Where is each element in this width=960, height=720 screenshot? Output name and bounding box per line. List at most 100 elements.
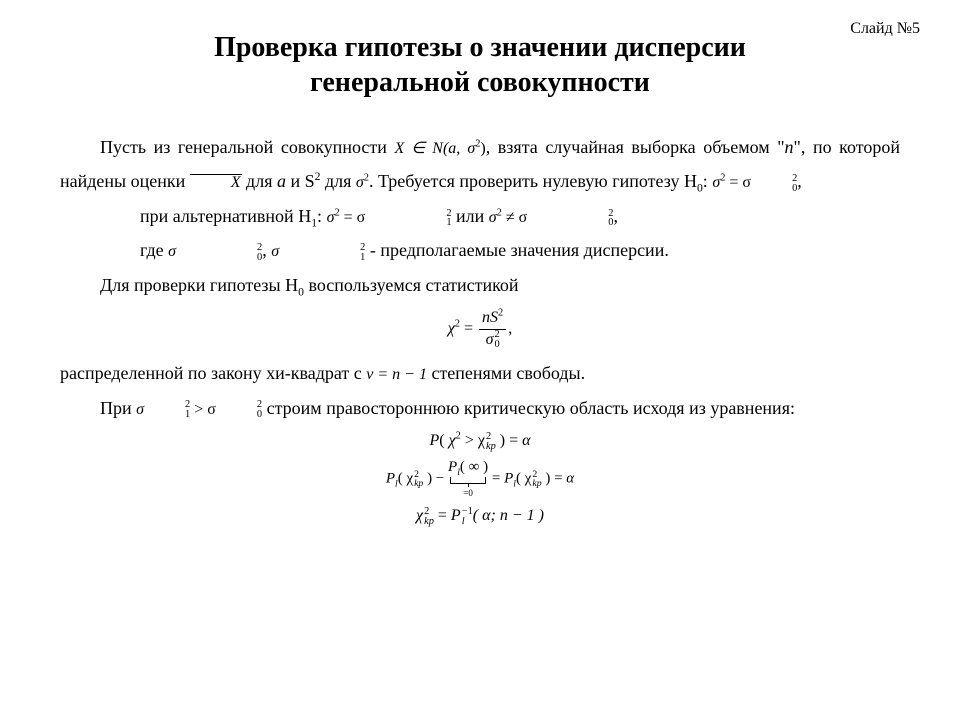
eq3-P: P [451, 507, 461, 524]
alt-comma: , [613, 206, 618, 226]
intro-n: n [785, 137, 794, 157]
critical-region-eq2: Pl( χ2kp ) − Pl( ∞ ) =0 = Pl( χ2kp ) = α [60, 458, 900, 500]
where-s1: σ [168, 243, 176, 260]
chi-num-s: S [490, 309, 498, 326]
eq3-args: ( α; n − 1 ) [473, 507, 544, 524]
chi-fraction: nS2 σ20 [479, 308, 506, 351]
intro-t1: Пусть из генеральной совокупности [100, 137, 394, 157]
eq2-open2: ( χ [516, 470, 531, 486]
eq3-chi: χ [416, 507, 423, 524]
eq1-open: ( [439, 432, 448, 449]
underbrace: Pl( ∞ ) =0 [448, 458, 488, 500]
intro-comma: , [797, 171, 802, 191]
intro-t5: и S [286, 171, 315, 191]
chi-den-sigma: σ [486, 331, 494, 348]
dist-lead: распределенной по закону хи-квадрат с [60, 363, 366, 383]
use-stat-tail: воспользуемся статистикой [304, 275, 519, 295]
where-s1-sub: 0 [177, 253, 262, 263]
rt-tail: строим правостороннюю критическую област… [262, 398, 795, 418]
alt-sub-b2: 0 [528, 218, 613, 228]
dist-tail: степенями свободы. [427, 363, 585, 383]
chi-num-n: n [482, 309, 490, 326]
where-tail: - предполагаемые значения дисперсии. [365, 240, 669, 260]
rt-lead: При [100, 398, 136, 418]
use-stat-lead: Для проверки гипотезы H [100, 275, 298, 295]
rt-gt: > σ [190, 401, 216, 418]
eq2-close2: ) = [542, 470, 567, 486]
eq2-open1: ( χ [398, 470, 413, 486]
rt-s1-sup: 2 [145, 400, 190, 410]
eq2-alpha: α [566, 470, 574, 486]
hyp0-sup-r: 2 [752, 174, 797, 184]
where-line: где σ20, σ21 - предполагаемые значения д… [60, 233, 900, 267]
eq2-P2: P [504, 470, 513, 486]
alt-lead: при альтернативной H [140, 206, 311, 226]
eq1-chi1: χ [449, 432, 456, 449]
intro-paragraph: Пусть из генеральной совокупности X ∈ N(… [60, 130, 900, 199]
title-line-2: генеральной совокупности [310, 67, 650, 98]
slide-page: Слайд №5 Проверка гипотезы о значении ди… [0, 0, 960, 720]
intro-t4: для [242, 171, 277, 191]
eq1-P: P [429, 432, 439, 449]
alt-colon: : [317, 206, 327, 226]
critical-region-eq3: χ2kp = P−1l( α; n − 1 ) [60, 506, 900, 527]
where-s2: σ [271, 243, 279, 260]
eq2-Pinf: P [448, 459, 457, 475]
chi-comma: , [508, 320, 512, 337]
alt-or: или [452, 206, 489, 226]
eq2-chi2-sub: kp [532, 479, 541, 488]
intro-sigma: σ [356, 174, 364, 191]
eq2-minus: ) − [423, 470, 448, 486]
use-stat-line: Для проверки гипотезы H0 воспользуемся с… [60, 268, 900, 302]
alt-neq: ≠ σ [502, 209, 527, 226]
eq1-chi2-sub: kp [486, 442, 496, 452]
where-s1-sup: 2 [177, 243, 262, 253]
eq2-chi1-sub: kp [414, 479, 423, 488]
intro-colon: : [703, 171, 713, 191]
alt-sup-b2: 2 [528, 209, 613, 219]
xbar: X [231, 174, 241, 191]
chi-sym: χ [448, 320, 455, 337]
intro-math-xin: X ∈ N(a, σ [394, 140, 475, 157]
eq2-eqmid: = [488, 470, 504, 486]
eq2-P1: P [386, 470, 395, 486]
title-line-1: Проверка гипотезы о значении дисперсии [214, 32, 746, 63]
alt-eq: = σ [340, 209, 366, 226]
distributed-line: распределенной по закону хи-квадрат с ν … [60, 356, 900, 390]
alt-sup-a2: 2 [366, 209, 451, 219]
eq2-inf-arg: ( ∞ ) [460, 459, 488, 475]
eq1-gt: > χ [461, 432, 485, 449]
chi-num-sup: 2 [498, 307, 503, 318]
intro-t6: для [320, 171, 355, 191]
rt-s2-sup: 2 [217, 400, 262, 410]
right-tail-paragraph: При σ21 > σ20 строим правостороннюю крит… [60, 391, 900, 425]
intro-t2: , взята случайная выборка объемом " [486, 137, 785, 157]
page-title: Проверка гипотезы о значении дисперсии г… [60, 30, 900, 100]
rt-s1: σ [136, 401, 144, 418]
critical-region-eq1: P( χ2 > χ2kp ) = α [60, 431, 900, 452]
eq3-chi-sub: kp [424, 517, 434, 527]
hyp0-sub-r: 0 [752, 184, 797, 194]
rt-s1-sub: 1 [145, 410, 190, 420]
where-lead: где [140, 240, 168, 260]
eq3-eq: = [434, 507, 451, 524]
eq1-alpha: α [522, 432, 530, 449]
intro-a: a [277, 171, 286, 191]
where-s2-sub: 1 [280, 253, 365, 263]
where-s2-sup: 2 [280, 243, 365, 253]
body-text: Пусть из генеральной совокупности X ∈ N(… [60, 130, 900, 527]
dist-nu: ν = n − 1 [366, 366, 427, 383]
hyp0-eq: = σ [725, 174, 751, 191]
eq1-close: ) = [496, 432, 522, 449]
chi-square-stat-formula: χ2 = nS2 σ20 , [60, 308, 900, 351]
chi-den-sub: 0 [494, 340, 499, 350]
alt-sub-a2: 1 [366, 218, 451, 228]
rt-s2-sub: 0 [217, 410, 262, 420]
chi-eq: = [460, 320, 477, 337]
alt-sigma-b1: σ [489, 209, 497, 226]
slide-number: Слайд №5 [850, 20, 920, 38]
eq3-P-sub: l [462, 517, 473, 527]
alt-line: при альтернативной H1: σ2 = σ21 или σ2 ≠… [60, 199, 900, 233]
intro-t7: . Требуется проверить нулевую гипотезу H [369, 171, 697, 191]
where-sep: , [262, 240, 271, 260]
